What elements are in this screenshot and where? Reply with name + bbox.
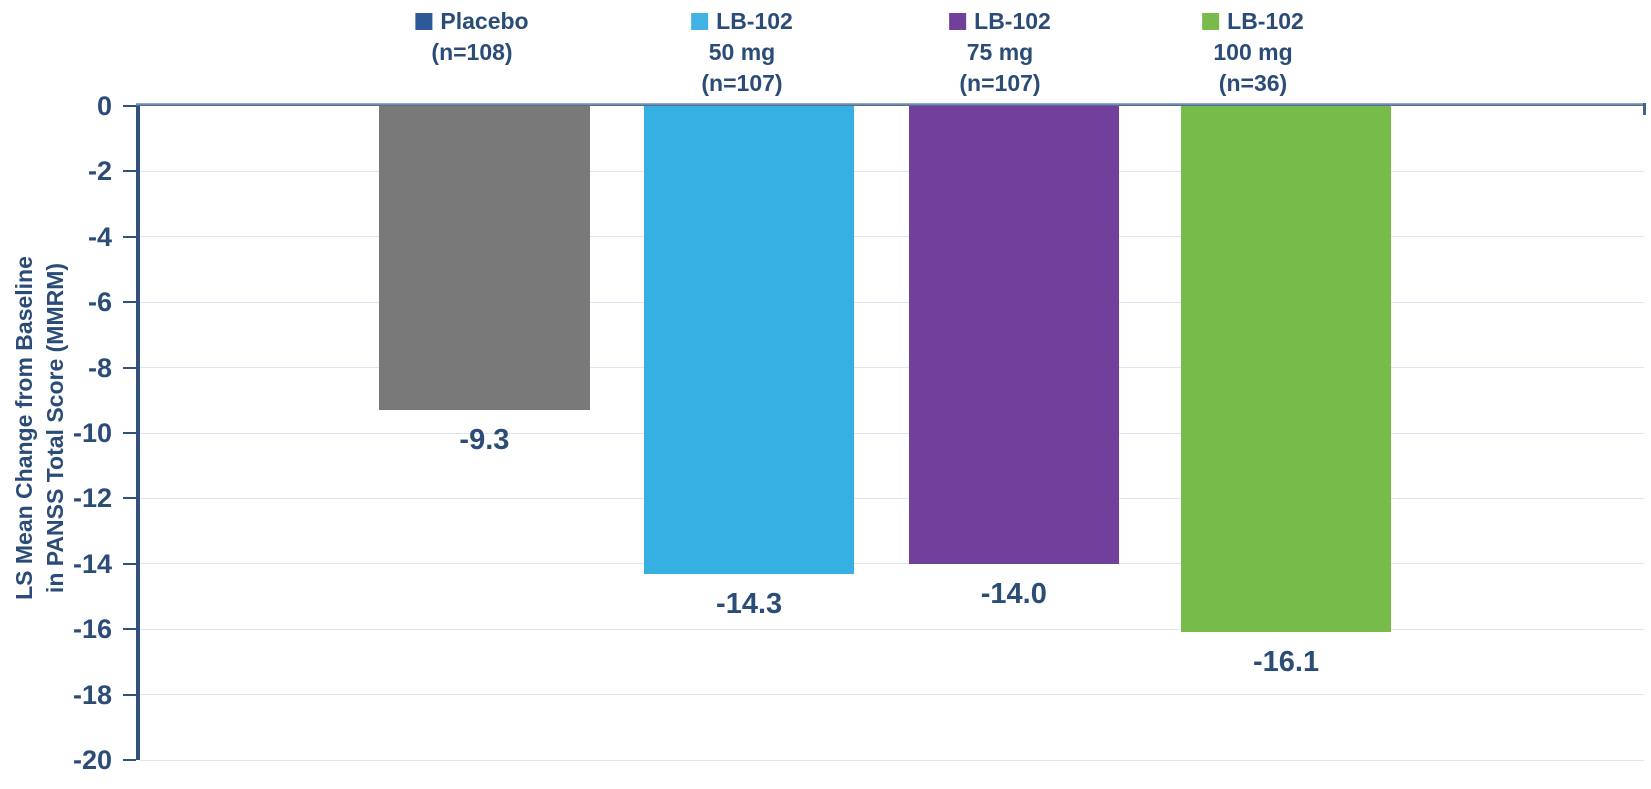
legend-label: (n=107) [959, 70, 1041, 96]
y-tick-label: -10 [72, 418, 112, 448]
gridline [140, 170, 1644, 172]
bar-value-label-lb102-50mg: -14.3 [716, 587, 783, 620]
legend-label: (n=36) [1218, 70, 1288, 96]
y-tick-label: -18 [72, 679, 112, 710]
gridline [140, 367, 1644, 369]
y-tick-label: -20 [72, 745, 112, 775]
legend-swatch-lb102-100mg [1202, 13, 1220, 30]
legend-line: LB-102 [949, 6, 1051, 37]
y-tick-label: -6 [87, 287, 112, 318]
legend-label: LB-102 [974, 8, 1051, 34]
y-axis-tick [123, 170, 136, 173]
legend-item-lb102-100mg: LB-102 100 mg (n=36) [1202, 6, 1304, 99]
legend-label: 75 mg [966, 39, 1034, 65]
y-axis-tick [123, 235, 136, 238]
gridline [140, 301, 1644, 303]
y-axis-tick [123, 105, 136, 107]
y-axis-tick [123, 562, 136, 565]
y-tick-label: -2 [87, 156, 112, 187]
legend-label: 50 mg [708, 39, 776, 65]
gridline [140, 497, 1644, 499]
legend-line: LB-102 [1202, 6, 1304, 37]
gridline [140, 563, 1644, 565]
legend-line: LB-102 [691, 6, 793, 37]
y-axis-line [136, 103, 140, 760]
y-tick-label: -4 [87, 221, 112, 252]
y-tick-label: -12 [72, 483, 112, 514]
legend-label: LB-102 [1227, 8, 1304, 34]
y-axis-tick [123, 432, 136, 434]
bar-lb102-100mg [1180, 106, 1392, 633]
y-tick-label: -8 [87, 352, 112, 383]
legend-label: (n=107) [701, 70, 783, 96]
legend-label: (n=108) [431, 39, 513, 65]
gridline [140, 694, 1644, 696]
legend-item-lb102-75mg: LB-102 75 mg (n=107) [949, 6, 1051, 99]
bar-lb102-50mg [643, 106, 855, 574]
y-tick-label: -16 [72, 614, 112, 645]
legend-label: Placebo [440, 8, 529, 34]
x-axis-zero-line [136, 103, 1646, 106]
bar-placebo [379, 106, 590, 411]
bar-value-label-placebo: -9.3 [459, 424, 510, 457]
y-tick-label: 0 [96, 91, 112, 121]
legend-swatch-lb102-50mg [691, 13, 709, 30]
x-axis-right-tick [1643, 103, 1646, 115]
y-axis-tick [123, 301, 136, 304]
legend-label: 100 mg [1213, 39, 1293, 65]
y-axis-tick [123, 628, 136, 631]
y-axis-tick [123, 497, 136, 500]
legend-swatch-placebo [415, 13, 433, 30]
legend-item-lb102-50mg: LB-102 50 mg (n=107) [691, 6, 793, 99]
y-axis-tick [123, 366, 136, 369]
gridline [140, 628, 1644, 630]
bar-lb102-75mg [908, 106, 1120, 564]
legend-item-placebo: Placebo (n=108) [415, 6, 529, 68]
gridline [140, 236, 1644, 238]
plot-area: 0 -2 -4 -6 -8 -10 -12 -14 -16 -18 -20 -9.3 -14.3 -14.… [73, 91, 1646, 775]
legend-label: LB-102 [716, 8, 793, 34]
y-axis-tick [123, 693, 136, 696]
bar-value-label-lb102-75mg: -14.0 [980, 577, 1047, 610]
gridline [140, 432, 1644, 434]
legend-line: Placebo [415, 6, 529, 37]
bar-value-label-lb102-100mg: -16.1 [1252, 646, 1320, 679]
legend-swatch-lb102-75mg [949, 13, 967, 30]
y-tick-label: -14 [72, 548, 112, 579]
y-axis-tick [123, 759, 136, 761]
gridline [140, 759, 1644, 761]
